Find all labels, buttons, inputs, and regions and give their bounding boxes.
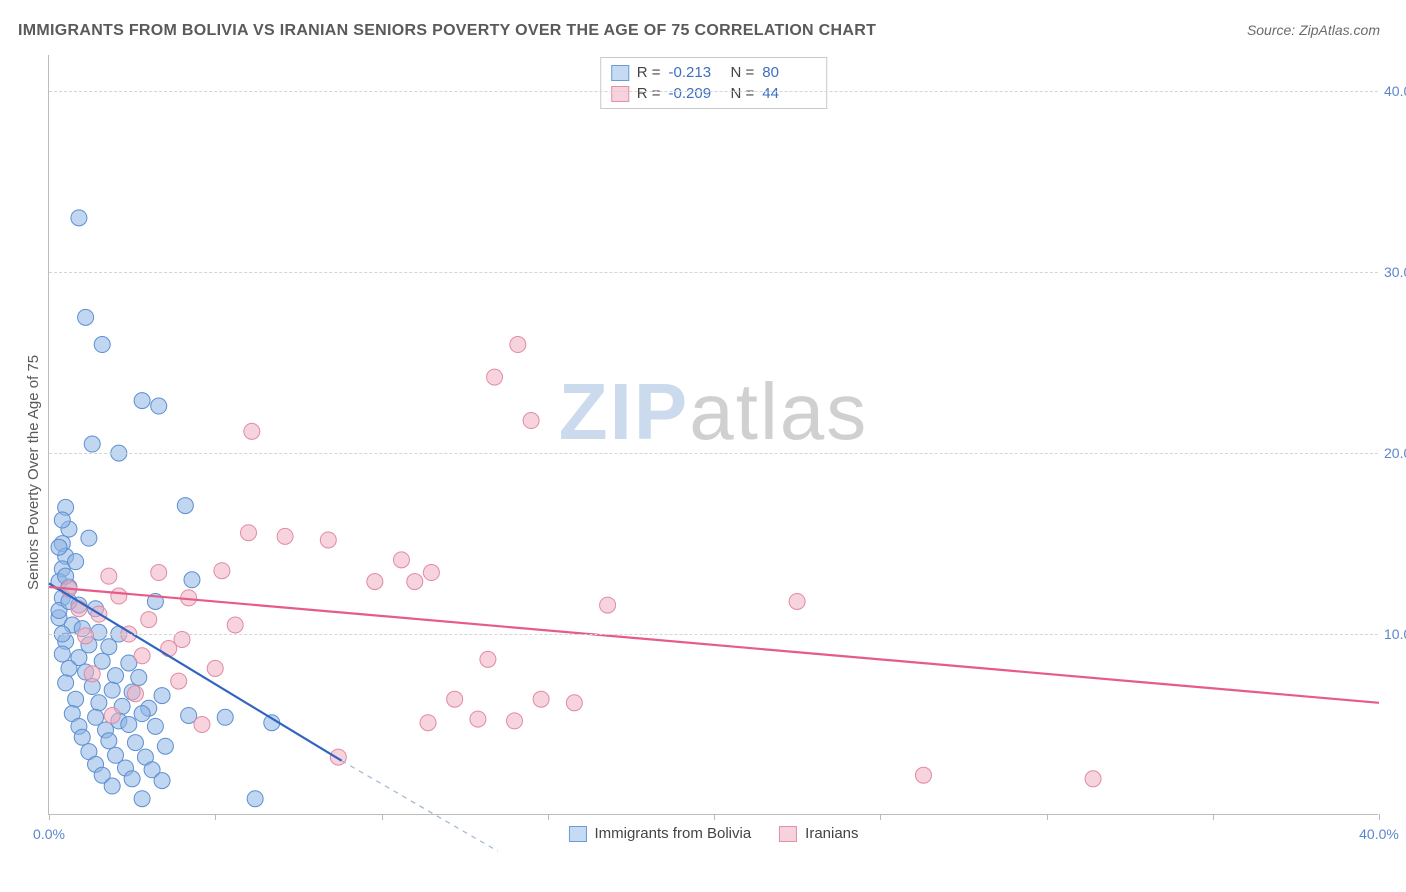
y-tick-label: 30.0% <box>1384 264 1406 280</box>
legend-item-b: Iranians <box>779 825 858 842</box>
source-name: ZipAtlas.com <box>1299 22 1380 38</box>
r-label: R = <box>637 64 661 81</box>
gridline <box>49 634 1378 635</box>
x-tick <box>714 814 715 820</box>
legend-label-b: Iranians <box>805 825 858 842</box>
trend-lines <box>49 583 1379 851</box>
x-tick <box>215 814 216 820</box>
x-tick <box>548 814 549 820</box>
x-tick <box>880 814 881 820</box>
legend-series: Immigrants from Bolivia Iranians <box>568 825 858 842</box>
chart-title: IMMIGRANTS FROM BOLIVIA VS IRANIAN SENIO… <box>18 22 876 40</box>
legend-stats: R = -0.213 N = 80 R = -0.209 N = 44 <box>600 57 828 109</box>
source-prefix: Source: <box>1247 22 1299 38</box>
source-attribution: Source: ZipAtlas.com <box>1247 22 1380 38</box>
legend-swatch-a <box>611 65 629 81</box>
n-value-b: 44 <box>762 85 816 102</box>
plot-area: ZIPatlas R = -0.213 N = 80 R = -0.209 N … <box>48 55 1378 815</box>
chart-svg <box>49 55 1378 814</box>
x-tick <box>1379 814 1380 820</box>
legend-stats-row-b: R = -0.209 N = 44 <box>611 83 817 104</box>
y-tick-label: 40.0% <box>1384 83 1406 99</box>
y-axis-label: Seniors Poverty Over the Age of 75 <box>25 355 42 590</box>
x-tick-label: 40.0% <box>1359 826 1399 842</box>
r-value-b: -0.209 <box>669 85 723 102</box>
legend-swatch-b <box>779 826 797 842</box>
legend-item-a: Immigrants from Bolivia <box>568 825 751 842</box>
n-label: N = <box>731 64 755 81</box>
r-label: R = <box>637 85 661 102</box>
legend-stats-row-a: R = -0.213 N = 80 <box>611 62 817 83</box>
x-tick <box>1047 814 1048 820</box>
y-tick-label: 10.0% <box>1384 626 1406 642</box>
y-tick-label: 20.0% <box>1384 445 1406 461</box>
legend-label-a: Immigrants from Bolivia <box>594 825 751 842</box>
n-label: N = <box>731 85 755 102</box>
gridline <box>49 91 1378 92</box>
x-tick <box>1213 814 1214 820</box>
gridline <box>49 453 1378 454</box>
x-tick-label: 0.0% <box>33 826 65 842</box>
legend-swatch-a <box>568 826 586 842</box>
x-tick <box>382 814 383 820</box>
legend-swatch-b <box>611 86 629 102</box>
x-tick <box>49 814 50 820</box>
r-value-a: -0.213 <box>669 64 723 81</box>
n-value-a: 80 <box>762 64 816 81</box>
series-a-points <box>51 210 280 807</box>
gridline <box>49 272 1378 273</box>
